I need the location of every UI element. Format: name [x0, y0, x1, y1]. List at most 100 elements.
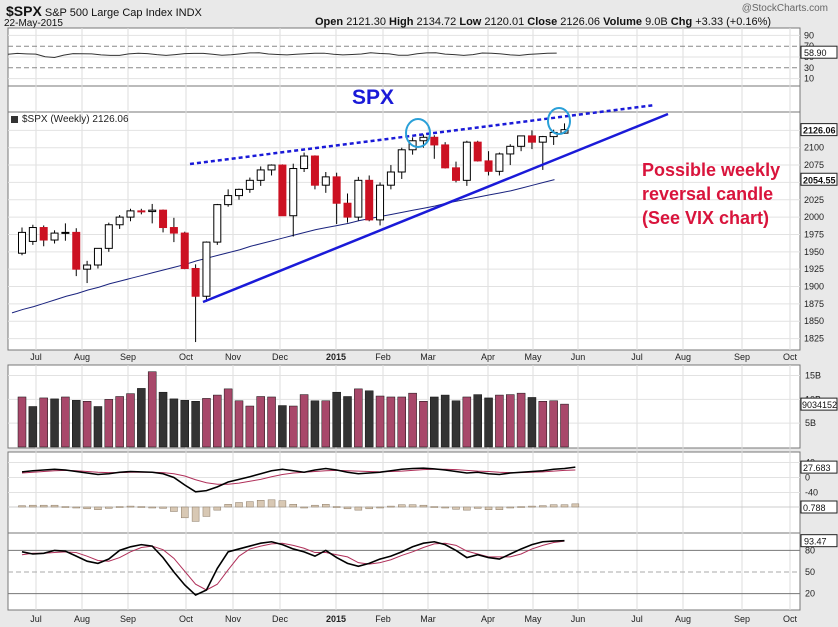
histogram-bar [539, 505, 547, 508]
x-tick-label: Feb [375, 352, 391, 362]
volume-bar [147, 371, 157, 448]
x-tick-label: Sep [734, 614, 750, 624]
x-tick-label: Aug [675, 614, 691, 624]
low-value: 2120.01 [484, 16, 525, 28]
x-tick-label: Jul [631, 614, 643, 624]
candle-body [321, 176, 330, 186]
histogram-bar [72, 506, 80, 509]
x-tick-label: May [524, 352, 542, 362]
volume-readout: 9034152 [802, 400, 837, 410]
price-tick-label: 1975 [804, 229, 824, 239]
x-tick-label: Aug [74, 352, 90, 362]
volume-bar [484, 397, 493, 448]
histogram-bar [224, 504, 232, 508]
x-tick-label: 2015 [326, 614, 346, 624]
candle-body [506, 145, 515, 155]
histogram-bar [115, 506, 124, 508]
open-value: 2121.30 [346, 16, 386, 28]
volume-bar [278, 405, 287, 448]
candle-body [169, 227, 178, 234]
histogram-bar [191, 506, 200, 522]
candle-body [310, 155, 319, 186]
volume-bar [28, 406, 38, 448]
chart-date: 22-May-2015 [4, 18, 63, 29]
histogram-bar [202, 506, 211, 517]
macd-tick-label: 0 [805, 473, 810, 483]
lower-trendline [202, 112, 669, 304]
histogram-bar [18, 505, 26, 508]
candle-body [484, 160, 493, 172]
volume-label: Volume [603, 16, 643, 28]
momentum-tick-label: 10 [804, 74, 814, 84]
stoch-d-line [21, 540, 565, 591]
momentum-tick-label: 90 [804, 30, 814, 40]
histogram-bar [170, 506, 178, 512]
x-tick-label: Sep [734, 352, 750, 362]
histogram-bar [332, 506, 341, 508]
histogram-bar [29, 504, 37, 508]
histogram-bar [311, 504, 319, 508]
note-line-1: Possible weekly [642, 160, 781, 180]
volume-bar [506, 394, 515, 448]
candle-legend-icon [11, 116, 18, 123]
volume-bar [17, 396, 27, 448]
volume-bar [354, 388, 363, 448]
volume-bar [397, 396, 406, 448]
price-tick-label: 2075 [804, 160, 824, 170]
x-tick-label: Jun [571, 352, 586, 362]
histogram-bar [343, 506, 352, 510]
candle-body [278, 164, 287, 217]
candle-body [18, 231, 26, 254]
volume-bar [321, 400, 331, 448]
volume-bar [332, 391, 341, 448]
x-tick-label: Dec [272, 614, 289, 624]
volume-bar [451, 400, 461, 448]
upper-trendline [189, 103, 656, 166]
candle-body [495, 153, 504, 172]
exchange-label: INDX [175, 7, 202, 19]
momentum-readout-box [800, 45, 838, 59]
candle-body [267, 164, 276, 171]
stoch-tick-label: 20 [805, 589, 815, 599]
momentum-tick-label: 30 [804, 63, 814, 73]
candle-body [180, 232, 189, 269]
histogram-bar [278, 500, 287, 508]
price-tick-label: 1850 [804, 316, 824, 326]
histogram-bar [322, 504, 330, 508]
volume-bar [39, 397, 48, 448]
last-price-readout-box [800, 123, 838, 137]
spx-annotation: SPX [352, 86, 395, 109]
candle-body [137, 210, 146, 213]
candle-body [332, 176, 341, 204]
note-line-2: reversal candle [642, 184, 774, 204]
histogram-bar [159, 506, 167, 509]
histogram-bar [473, 506, 482, 509]
candle-body [50, 232, 59, 241]
volume-bar [495, 394, 504, 448]
volume-bar [158, 391, 168, 448]
candle-body [527, 135, 536, 143]
chart-header-left: $SPX S&P 500 Large Cap Index INDX [6, 3, 202, 19]
x-tick-label: Aug [74, 614, 90, 624]
candle-body [93, 247, 102, 266]
candle-body [126, 210, 135, 218]
histogram-bar [484, 506, 493, 510]
candle-body [28, 227, 37, 242]
volume-bar [430, 396, 439, 448]
volume-bar [310, 400, 320, 448]
candle-body [224, 195, 233, 206]
candle-body [115, 216, 124, 226]
histogram-bar [300, 506, 308, 509]
histogram-bar [105, 506, 113, 509]
volume-bar [364, 390, 374, 448]
volume-bar [245, 405, 255, 448]
volume-bar [267, 396, 276, 448]
axis-layer: Jul Jul Aug Aug Sep Sep Oct Oct Nov Nov Dec Dec 2015… [30, 352, 797, 624]
histogram-bar [441, 506, 449, 509]
candle-body [376, 184, 385, 221]
candle-body [245, 179, 254, 190]
volume-bar [516, 392, 526, 448]
candle-body [365, 179, 374, 221]
last-price-readout: 2126.06 [803, 126, 836, 136]
x-tick-label: Oct [179, 614, 194, 624]
